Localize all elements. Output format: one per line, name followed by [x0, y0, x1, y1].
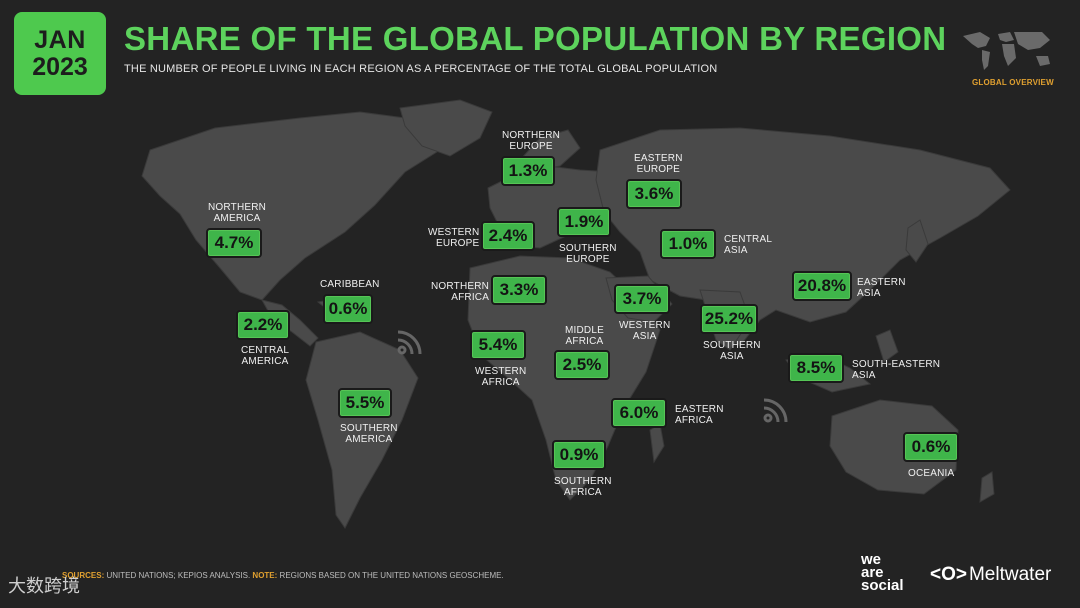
region-value-western-africa: 5.4% — [470, 330, 526, 360]
region-value-southern-asia: 25.2% — [700, 304, 758, 334]
region-label-southern-africa: SOUTHERN AFRICA — [554, 476, 612, 498]
broadcast-watermark-icon — [763, 398, 788, 423]
region-label-middle-africa: MIDDLE AFRICA — [565, 325, 604, 347]
region-value-northern-america: 4.7% — [206, 228, 262, 258]
date-badge: JAN 2023 — [14, 12, 106, 95]
meltwater-logo-icon: <O> — [930, 564, 967, 585]
asia-land — [595, 127, 1011, 347]
region-label-central-america: CENTRAL AMERICA — [241, 345, 290, 367]
region-label-eastern-africa: EASTERN AFRICA — [675, 404, 724, 426]
region-value-eastern-africa: 6.0% — [611, 398, 667, 428]
page-title: SHARE OF THE GLOBAL POPULATION BY REGION — [124, 20, 947, 57]
note-text: REGIONS BASED ON THE UNITED NATIONS GEOS… — [277, 571, 504, 580]
badge-month: JAN — [34, 25, 86, 54]
we-are-social-logo: we are social — [861, 551, 904, 594]
north-america-land — [141, 111, 441, 301]
sources-note: SOURCES: UNITED NATIONS; KEPIOS ANALYSIS… — [62, 571, 504, 580]
region-label-eastern-europe: EASTERN EUROPE — [634, 153, 683, 175]
meltwater-name: Meltwater — [968, 564, 1052, 585]
broadcast-watermark-icon — [397, 330, 422, 355]
sources-label: SOURCES: — [62, 571, 105, 580]
region-value-northern-africa: 3.3% — [491, 275, 547, 305]
region-value-central-america: 2.2% — [236, 310, 290, 340]
badge-year: 2023 — [32, 52, 88, 81]
region-value-western-asia: 3.7% — [614, 284, 670, 314]
sources-text: UNITED NATIONS; KEPIOS ANALYSIS. — [104, 571, 253, 580]
region-label-southern-america: SOUTHERN AMERICA — [340, 423, 398, 445]
world-thumbnail-icon — [963, 32, 1050, 70]
section-label: GLOBAL OVERVIEW — [972, 78, 1054, 87]
region-value-southern-africa: 0.9% — [552, 440, 606, 470]
region-value-southern-america: 5.5% — [338, 388, 392, 418]
region-label-oceania: OCEANIA — [908, 468, 955, 479]
region-value-caribbean: 0.6% — [323, 294, 373, 324]
greenland-land — [399, 99, 493, 157]
note-label: NOTE: — [252, 571, 278, 580]
region-label-eastern-asia: EASTERN ASIA — [857, 277, 906, 299]
australia-land — [829, 399, 959, 495]
meltwater-logo: <O> Meltwater — [930, 564, 1051, 586]
region-label-south-eastern-asia: SOUTH-EASTERN ASIA — [852, 359, 941, 381]
region-value-northern-europe: 1.3% — [501, 156, 555, 186]
region-label-western-europe: WESTERN EUROPE — [428, 227, 480, 249]
region-label-northern-america: NORTHERN AMERICA — [208, 202, 267, 224]
region-label-caribbean: CARIBBEAN — [320, 279, 380, 290]
region-value-south-eastern-asia: 8.5% — [788, 353, 844, 383]
region-value-southern-europe: 1.9% — [557, 207, 611, 237]
region-value-eastern-europe: 3.6% — [626, 179, 682, 209]
page-subtitle: THE NUMBER OF PEOPLE LIVING IN EACH REGI… — [124, 63, 718, 75]
region-value-central-asia: 1.0% — [660, 229, 716, 259]
region-label-northern-europe: NORTHERN EUROPE — [502, 130, 561, 152]
region-label-northern-africa: NORTHERN AFRICA — [431, 281, 490, 303]
region-label-western-africa: WESTERN AFRICA — [475, 366, 527, 388]
region-value-western-europe: 2.4% — [481, 221, 535, 251]
region-label-western-asia: WESTERN ASIA — [619, 320, 671, 342]
region-value-oceania: 0.6% — [903, 432, 959, 462]
watermark-text: 大数跨境 — [8, 576, 80, 596]
region-value-middle-africa: 2.5% — [554, 350, 610, 380]
region-label-southern-europe: SOUTHERN EUROPE — [559, 243, 617, 265]
region-label-southern-asia: SOUTHERN ASIA — [703, 340, 761, 362]
region-label-central-asia: CENTRAL ASIA — [724, 234, 773, 256]
region-value-eastern-asia: 20.8% — [792, 271, 852, 301]
